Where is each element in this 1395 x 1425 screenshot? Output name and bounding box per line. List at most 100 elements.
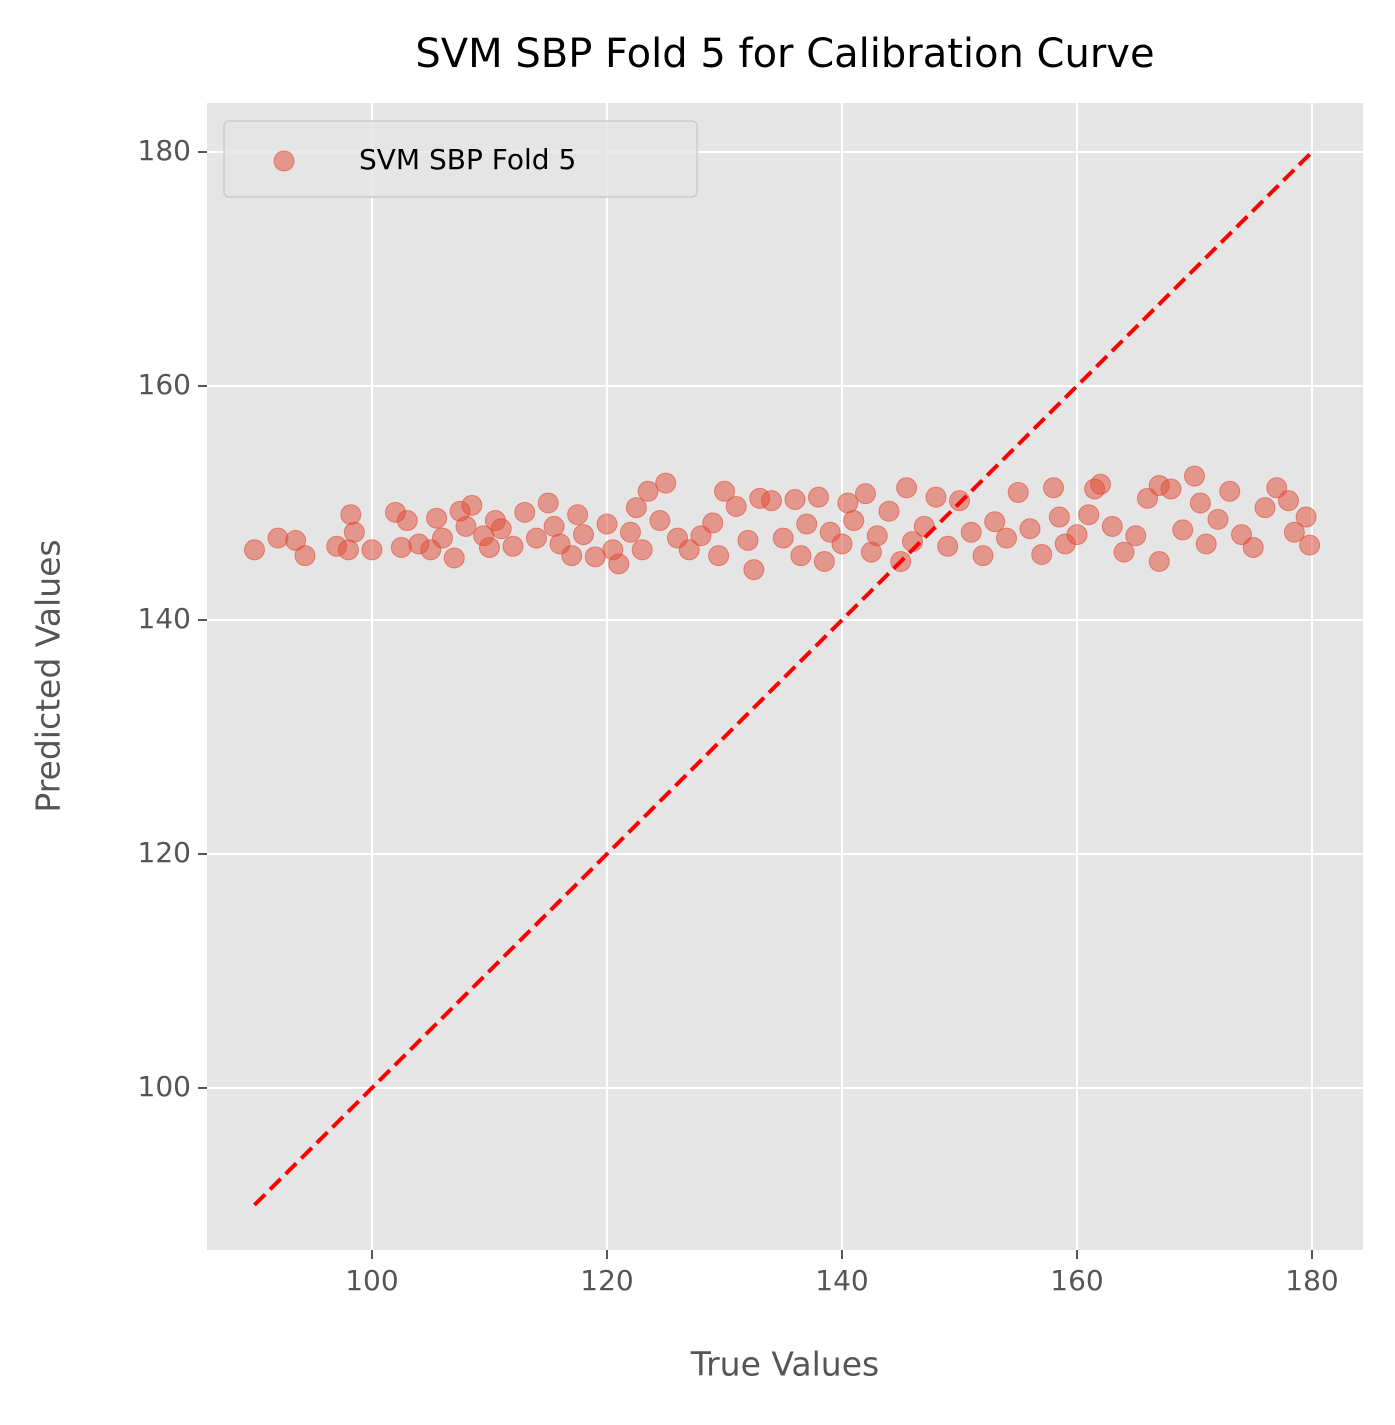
scatter-point	[502, 535, 524, 557]
scatter-point	[461, 494, 483, 516]
scatter-point	[637, 480, 659, 502]
scatter-point	[1101, 515, 1123, 537]
y-tick-label: 100	[138, 1070, 191, 1103]
scatter-point	[960, 521, 982, 543]
scatter-point	[625, 497, 647, 519]
scatter-point	[649, 510, 671, 532]
x-tick-label: 180	[1285, 1264, 1338, 1297]
scatter-point	[490, 518, 512, 540]
scatter-point	[1031, 543, 1053, 565]
scatter-point	[1189, 492, 1211, 514]
x-tick-label: 120	[580, 1264, 633, 1297]
scatter-point	[1254, 497, 1276, 519]
scatter-point	[337, 539, 359, 561]
scatter-point	[831, 533, 853, 555]
scatter-point	[431, 527, 453, 549]
scatter-point	[878, 500, 900, 522]
scatter-point	[596, 513, 618, 535]
scatter-point	[896, 477, 918, 499]
scatter-point	[543, 515, 565, 537]
chart-title: SVM SBP Fold 5 for Calibration Curve	[415, 31, 1154, 77]
scatter-point	[796, 513, 818, 535]
scatter-point	[1089, 473, 1111, 495]
scatter-point	[1299, 534, 1321, 556]
scatter-point	[1125, 525, 1147, 547]
scatter-point	[1148, 550, 1170, 572]
scatter-point	[561, 545, 583, 567]
scatter-point	[584, 546, 606, 568]
scatter-point	[784, 488, 806, 510]
scatter-point	[1207, 508, 1229, 530]
scatter-point	[772, 527, 794, 549]
scatter-point	[1048, 506, 1070, 528]
scatter-point	[866, 525, 888, 547]
scatter-point	[713, 480, 735, 502]
scatter-point	[294, 545, 316, 567]
scatter-point	[285, 529, 307, 551]
scatter-point	[837, 492, 859, 514]
scatter-point	[937, 535, 959, 557]
scatter-point	[1219, 480, 1241, 502]
scatter-point	[525, 527, 547, 549]
scatter-point	[340, 504, 362, 526]
x-tick-label: 100	[345, 1264, 398, 1297]
scatter-point	[760, 490, 782, 512]
y-tick-label: 140	[138, 602, 191, 635]
scatter-point	[537, 492, 559, 514]
scatter-point	[608, 553, 630, 575]
scatter-point	[655, 472, 677, 494]
scatter-point	[790, 545, 812, 567]
scatter-point	[396, 510, 418, 532]
scatter-point	[1019, 518, 1041, 540]
scatter-point	[1160, 478, 1182, 500]
scatter-point	[702, 512, 724, 534]
scatter-point	[925, 486, 947, 508]
scatter-point	[343, 521, 365, 543]
scatter-point	[743, 559, 765, 581]
scatter-point	[737, 529, 759, 551]
reference-line	[253, 150, 1314, 1207]
scatter-point	[1172, 519, 1194, 541]
scatter-point	[995, 527, 1017, 549]
scatter-point	[854, 483, 876, 505]
legend-marker	[273, 150, 295, 172]
y-axis-label: Predicted Values	[29, 539, 68, 812]
scatter-point	[267, 527, 289, 549]
scatter-point	[514, 501, 536, 523]
scatter-point	[1066, 524, 1088, 546]
scatter-point	[807, 486, 829, 508]
scatter-point	[631, 539, 653, 561]
y-tick-label: 180	[138, 134, 191, 167]
scatter-point	[619, 521, 641, 543]
scatter-point	[1007, 481, 1029, 503]
scatter-point	[813, 550, 835, 572]
x-tick-label: 160	[1050, 1264, 1103, 1297]
scatter-point	[1183, 465, 1205, 487]
x-tick-label: 140	[815, 1264, 868, 1297]
scatter-point	[843, 510, 865, 532]
scatter-point	[708, 545, 730, 567]
legend-box	[223, 120, 698, 198]
scatter-point	[567, 504, 589, 526]
scatter-point	[1242, 536, 1264, 558]
scatter-point	[243, 539, 265, 561]
scatter-point	[678, 539, 700, 561]
scatter-point	[426, 507, 448, 529]
y-tick-label: 160	[138, 368, 191, 401]
scatter-point	[1078, 504, 1100, 526]
scatter-point	[455, 515, 477, 537]
scatter-point	[984, 511, 1006, 533]
scatter-point	[725, 496, 747, 518]
scatter-point	[390, 536, 412, 558]
scatter-point	[1195, 533, 1217, 555]
scatter-point	[1113, 541, 1135, 563]
x-axis-label: True Values	[690, 1345, 879, 1384]
scatter-point	[361, 539, 383, 561]
scatter-point	[1283, 521, 1305, 543]
y-tick-label: 120	[138, 836, 191, 869]
scatter-point	[1295, 506, 1317, 528]
scatter-point	[572, 524, 594, 546]
scatter-point	[443, 547, 465, 569]
